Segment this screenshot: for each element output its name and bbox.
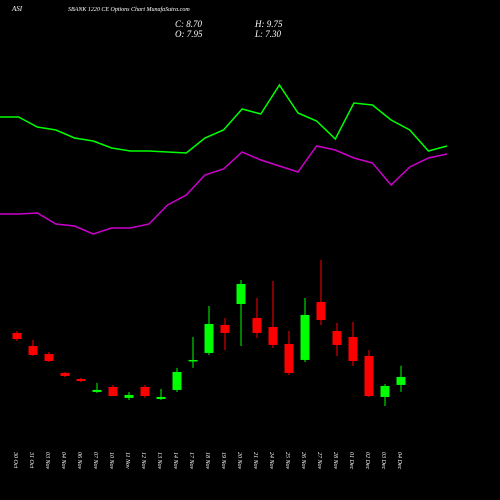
header-low: L: 7.30 bbox=[254, 29, 282, 39]
candle-body bbox=[300, 314, 310, 360]
x-tick-label: 19 Nov bbox=[220, 452, 226, 470]
candle-body bbox=[332, 331, 342, 345]
candle-body bbox=[348, 336, 358, 362]
x-tick-label: 25 Nov bbox=[284, 452, 290, 470]
x-tick-label: 17 Nov bbox=[188, 452, 194, 470]
x-tick-label: 31 Oct bbox=[28, 451, 34, 468]
x-tick-label: 27 Nov bbox=[316, 452, 322, 470]
candle-body bbox=[140, 386, 150, 397]
candle-body bbox=[44, 354, 54, 362]
header-high: H: 9.75 bbox=[254, 19, 283, 29]
x-tick-label: 14 Nov bbox=[172, 452, 179, 470]
candle-body bbox=[172, 371, 182, 390]
x-tick-label: 11 Nov bbox=[124, 452, 130, 469]
candle-body bbox=[396, 376, 406, 385]
x-tick-label: 26 Nov bbox=[300, 452, 306, 470]
candle-body bbox=[108, 386, 118, 397]
x-tick-label: 13 Nov bbox=[156, 452, 162, 470]
x-tick-label: 12 Nov bbox=[140, 452, 146, 470]
x-tick-label: 24 Nov bbox=[268, 452, 275, 470]
indicator-line bbox=[0, 145, 448, 235]
x-tick-label: 30 Oct bbox=[12, 451, 18, 468]
x-tick-label: 18 Nov bbox=[204, 452, 210, 470]
candle-body bbox=[380, 386, 390, 397]
x-tick-label: 04 Nov bbox=[60, 452, 67, 470]
candle-body bbox=[12, 332, 22, 340]
x-tick-label: 02 Dec bbox=[364, 452, 370, 469]
x-tick-label: 28 Nov bbox=[332, 452, 338, 470]
candle-body bbox=[76, 378, 86, 382]
indicator-line bbox=[0, 83, 448, 154]
candle-body bbox=[188, 359, 198, 362]
header-open: O: 7.95 bbox=[175, 29, 203, 39]
symbol: ASI bbox=[11, 5, 23, 13]
candle-body bbox=[364, 356, 374, 397]
x-tick-label: 06 Nov bbox=[76, 452, 82, 470]
candle-body bbox=[252, 317, 262, 333]
x-tick-label: 20 Nov bbox=[236, 452, 242, 470]
candle-body bbox=[60, 372, 70, 377]
candle-body bbox=[220, 324, 230, 333]
x-tick-label: 04 Dec bbox=[396, 452, 403, 469]
candle-body bbox=[124, 394, 134, 398]
x-tick-label: 01 Dec bbox=[348, 452, 354, 469]
candle-body bbox=[316, 302, 326, 320]
x-tick-label: 07 Nov bbox=[92, 452, 98, 470]
x-tick-label: 03 Dec bbox=[380, 452, 386, 469]
candle-body bbox=[268, 326, 278, 345]
x-tick-label: 21 Nov bbox=[252, 452, 258, 470]
candle-body bbox=[204, 324, 214, 353]
candle-body bbox=[92, 389, 102, 392]
candle-body bbox=[236, 284, 246, 305]
candle-body bbox=[156, 396, 166, 399]
x-tick-label: 10 Nov bbox=[108, 452, 114, 470]
x-tick-label: 03 Nov bbox=[44, 452, 50, 470]
candle-body bbox=[28, 346, 38, 355]
chart-title: SBANK 1220 CE Options Chart MunafaSutra.… bbox=[68, 6, 190, 13]
candle-body bbox=[284, 344, 294, 373]
header-close: C: 8.70 bbox=[175, 19, 203, 29]
